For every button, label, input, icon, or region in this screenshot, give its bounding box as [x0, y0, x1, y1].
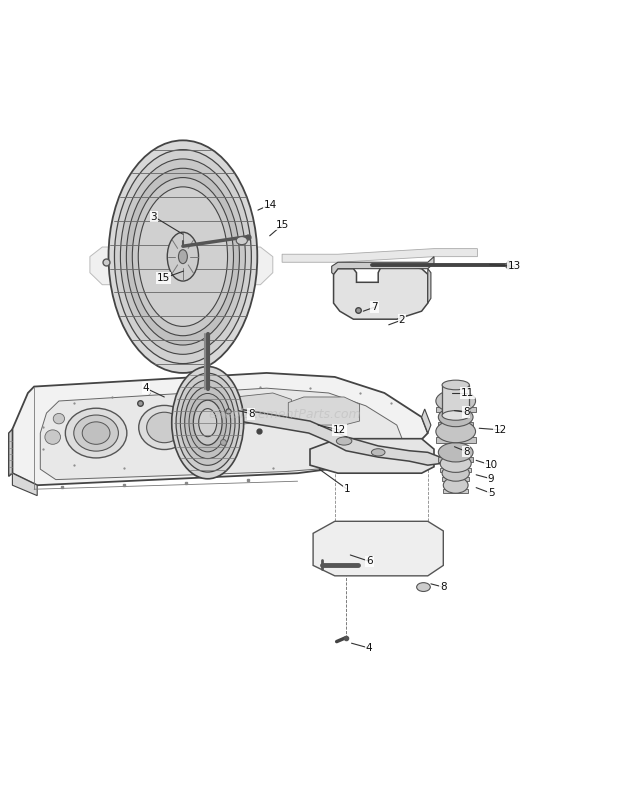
Text: 10: 10: [484, 460, 498, 470]
Bar: [440, 468, 471, 472]
Text: 1: 1: [344, 484, 350, 494]
Ellipse shape: [185, 387, 231, 459]
Text: 8: 8: [463, 447, 469, 456]
Polygon shape: [9, 429, 12, 476]
Ellipse shape: [436, 420, 476, 443]
Ellipse shape: [442, 465, 469, 481]
Polygon shape: [288, 397, 360, 425]
Ellipse shape: [120, 159, 246, 354]
Polygon shape: [90, 247, 273, 285]
Ellipse shape: [132, 177, 234, 336]
Polygon shape: [422, 409, 431, 433]
Bar: [438, 422, 473, 427]
Polygon shape: [12, 373, 428, 485]
Ellipse shape: [440, 455, 471, 472]
Bar: [442, 477, 469, 481]
Text: 9: 9: [488, 474, 494, 484]
Bar: [436, 437, 476, 443]
Ellipse shape: [167, 233, 198, 281]
Ellipse shape: [336, 437, 352, 445]
Ellipse shape: [115, 150, 251, 363]
Text: 4: 4: [143, 383, 149, 393]
Ellipse shape: [443, 477, 468, 493]
Ellipse shape: [53, 414, 64, 423]
Ellipse shape: [126, 168, 239, 345]
Ellipse shape: [108, 140, 257, 373]
Ellipse shape: [193, 400, 222, 445]
Bar: [436, 407, 476, 412]
Polygon shape: [334, 265, 428, 319]
Ellipse shape: [442, 380, 469, 390]
Text: 15: 15: [157, 273, 171, 283]
Ellipse shape: [438, 407, 473, 427]
Ellipse shape: [74, 415, 118, 451]
Ellipse shape: [45, 430, 61, 444]
Ellipse shape: [198, 408, 217, 436]
Ellipse shape: [65, 408, 127, 458]
Ellipse shape: [82, 422, 110, 444]
Ellipse shape: [436, 390, 476, 412]
Text: 12: 12: [332, 425, 346, 435]
Text: 13: 13: [508, 261, 521, 271]
Ellipse shape: [442, 411, 469, 420]
Polygon shape: [313, 521, 443, 576]
Polygon shape: [428, 269, 431, 303]
Text: 4: 4: [366, 643, 372, 653]
Text: 12: 12: [494, 425, 507, 435]
Text: 2: 2: [399, 315, 405, 325]
Ellipse shape: [236, 237, 247, 245]
Ellipse shape: [138, 187, 228, 326]
Polygon shape: [220, 393, 291, 425]
Text: 11: 11: [461, 388, 474, 398]
Text: 7: 7: [371, 302, 378, 312]
Text: 5: 5: [488, 488, 494, 498]
Bar: [443, 489, 468, 493]
Polygon shape: [12, 473, 37, 496]
Polygon shape: [282, 249, 477, 262]
Text: 6: 6: [366, 557, 373, 566]
Ellipse shape: [139, 405, 190, 449]
Text: 15: 15: [276, 220, 290, 229]
Bar: [438, 457, 473, 462]
Ellipse shape: [438, 443, 473, 462]
Ellipse shape: [189, 394, 226, 452]
Text: 8: 8: [463, 407, 469, 417]
Polygon shape: [310, 439, 434, 473]
Polygon shape: [332, 257, 434, 274]
Bar: [442, 385, 469, 415]
Text: 14: 14: [264, 200, 277, 209]
Ellipse shape: [371, 449, 385, 456]
Polygon shape: [40, 388, 403, 480]
Ellipse shape: [146, 412, 182, 443]
Text: 3: 3: [151, 212, 157, 221]
Ellipse shape: [176, 373, 239, 472]
Text: eReplacementParts.com: eReplacementParts.com: [209, 408, 361, 421]
Polygon shape: [208, 407, 440, 465]
Ellipse shape: [417, 582, 430, 592]
Text: 8: 8: [248, 409, 254, 419]
Ellipse shape: [172, 367, 244, 479]
Ellipse shape: [179, 249, 187, 264]
Text: 8: 8: [440, 582, 446, 592]
Ellipse shape: [180, 380, 235, 465]
